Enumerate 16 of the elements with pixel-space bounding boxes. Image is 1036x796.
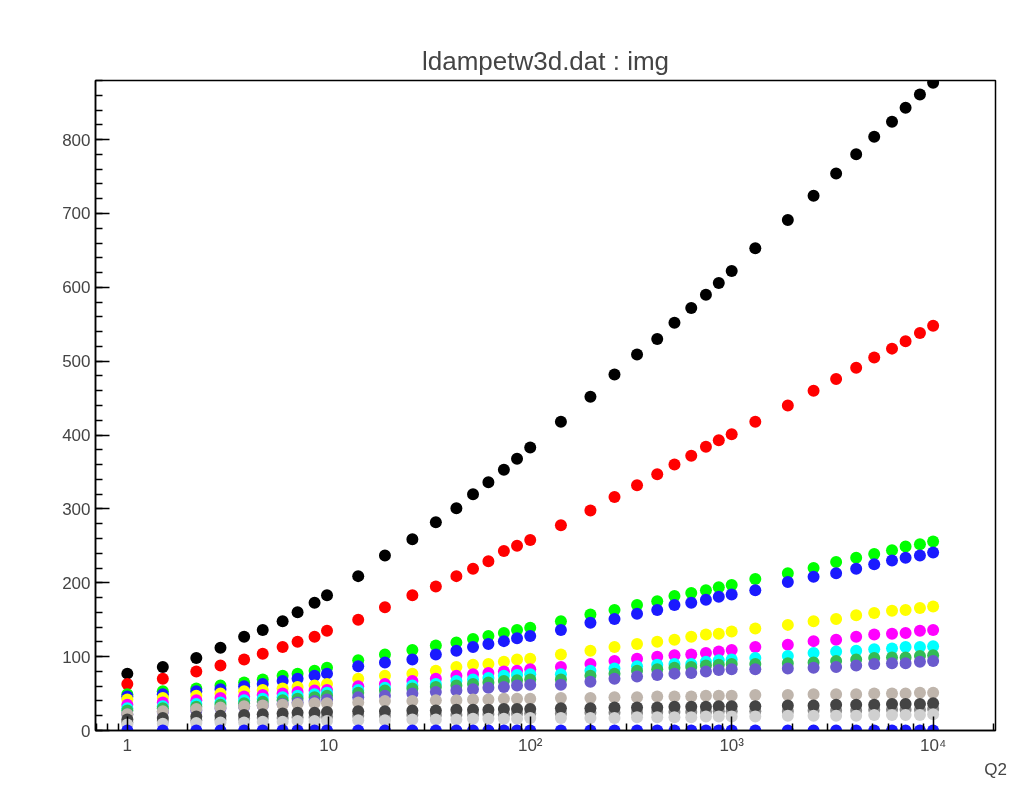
x-axis-title: Q2 [984,759,1007,779]
y-tick-label: 0 [81,721,91,741]
x-tick-label: 10² [517,735,543,755]
x-tick-label: 1 [122,735,133,755]
y-tick-label: 700 [62,204,91,224]
y-tick-label: 200 [62,573,91,593]
y-tick-label: 800 [62,130,91,150]
x-tick-label: 10⁴ [920,735,947,755]
y-tick-label: 400 [62,426,91,446]
chart-title: ldampetw3d.dat : img [421,45,670,76]
x-tick-label: 10³ [719,735,745,755]
y-tick-label: 100 [62,647,91,667]
y-tick-label: 600 [62,278,91,298]
y-tick-label: 300 [62,499,91,519]
y-tick-label: 500 [62,352,91,372]
x-tick-label: 10 [319,735,339,755]
